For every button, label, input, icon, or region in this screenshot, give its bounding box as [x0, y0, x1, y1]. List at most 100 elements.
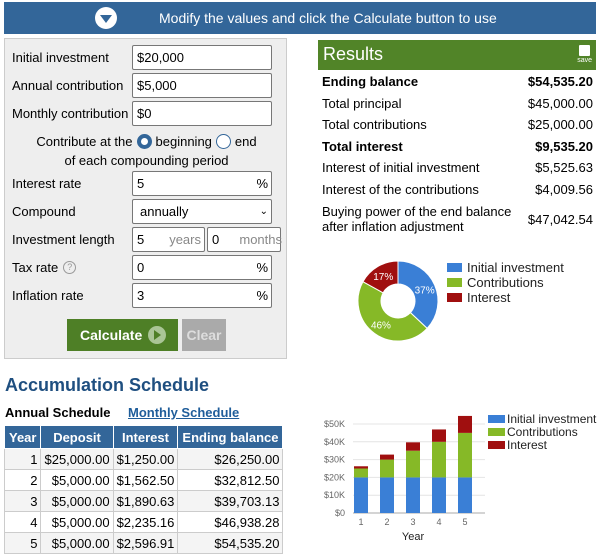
- chevron-down-icon[interactable]: [95, 7, 117, 29]
- legend-swatch: [447, 278, 462, 287]
- result-label: Total contributions: [322, 117, 427, 132]
- table-cell: 1: [3, 448, 42, 470]
- percent: %: [256, 288, 268, 303]
- percent: %: [256, 260, 268, 275]
- inflation-rate-input[interactable]: 3%: [132, 283, 272, 308]
- table-cell: $1,250.00: [112, 448, 179, 470]
- months-input[interactable]: 0 months: [207, 227, 282, 252]
- bar-segment: [406, 450, 420, 478]
- result-row: Buying power of the end balance after in…: [322, 204, 593, 234]
- annual-contribution-input[interactable]: $5,000: [132, 73, 272, 98]
- save-icon: [579, 45, 591, 56]
- bar-segment: [432, 429, 446, 442]
- bar-segment: [380, 477, 394, 513]
- input-form: Initial investment $20,000 Annual contri…: [4, 38, 287, 359]
- table-cell: $1,562.50: [112, 469, 179, 491]
- toggle-banner[interactable]: Modify the values and click the Calculat…: [4, 2, 596, 34]
- bar-segment: [406, 442, 420, 451]
- table-cell: $26,250.00: [177, 448, 284, 470]
- x-tick-label: 1: [358, 517, 363, 527]
- value: 0: [212, 232, 220, 247]
- value: 3: [137, 288, 145, 303]
- result-label: Ending balance: [322, 74, 419, 89]
- result-row: Total contributions $25,000.00: [322, 117, 593, 132]
- length-label: Investment length: [12, 231, 115, 247]
- bar-segment: [380, 459, 394, 478]
- table-cell: $2,235.16: [112, 511, 179, 533]
- schedule-title: Accumulation Schedule: [5, 375, 210, 395]
- schedule-table: Year Deposit Interest Ending balance 1 $25,00…: [3, 425, 284, 554]
- x-tick-label: 4: [436, 517, 441, 527]
- table-row: 5 $5,000.00 $2,596.91 $54,535.20: [3, 532, 284, 554]
- value: $20,000: [137, 50, 184, 65]
- legend-item: Contributions: [447, 275, 544, 290]
- monthly-contribution-input[interactable]: $0: [132, 101, 272, 126]
- result-label: Buying power of the end balance after in…: [322, 204, 512, 234]
- tab-monthly-schedule[interactable]: Monthly Schedule: [128, 405, 240, 420]
- result-value: $25,000.00: [527, 117, 593, 132]
- initial-investment-input[interactable]: $20,000: [132, 45, 272, 70]
- x-tick-label: 5: [462, 517, 467, 527]
- pie-label: 37%: [415, 285, 435, 296]
- save-label: save: [577, 57, 592, 64]
- column-header: Year: [3, 425, 42, 449]
- legend-item: Initial investment: [447, 260, 564, 275]
- tax-rate-input[interactable]: 0%: [132, 255, 272, 280]
- table-cell: $46,938.28: [177, 511, 284, 533]
- play-icon: [148, 326, 166, 344]
- bar-segment: [354, 477, 368, 513]
- calculate-button[interactable]: Calculate: [67, 319, 178, 351]
- table-row: 4 $5,000.00 $2,235.16 $46,938.28: [3, 511, 284, 533]
- help-icon[interactable]: ?: [63, 260, 77, 274]
- legend-label: Interest: [507, 438, 548, 452]
- legend-item: Interest: [447, 290, 510, 305]
- legend-swatch: [447, 293, 462, 302]
- table-cell: 2: [3, 469, 42, 491]
- x-axis-label: Year: [402, 531, 425, 543]
- monthly-label: Monthly contribution: [12, 105, 129, 121]
- y-tick-label: $30K: [324, 455, 345, 465]
- table-cell: 3: [3, 490, 42, 512]
- pie-chart: 37% 46% 17%: [357, 260, 439, 342]
- column-header: Ending balance: [177, 425, 284, 449]
- bar-segment: [354, 468, 368, 478]
- years-input[interactable]: 5 years: [132, 227, 205, 252]
- result-row: Interest of initial investment $5,525.63: [322, 160, 593, 175]
- compound-select[interactable]: annually ⌄: [132, 199, 272, 224]
- table-cell: $2,596.91: [112, 532, 179, 554]
- pie-slice: [357, 281, 428, 342]
- initial-label: Initial investment: [12, 49, 109, 65]
- bar-chart: $0 $10K $20K $30K $40K $50K 1 2 3 4 5 Year Initial i…: [324, 412, 597, 543]
- bar-segment: [406, 477, 420, 513]
- percent: %: [256, 176, 268, 191]
- radio-beginning[interactable]: [136, 134, 152, 149]
- result-value: $9,535.20: [535, 139, 593, 154]
- radio-end[interactable]: [215, 134, 231, 149]
- compound-label: Compound: [12, 203, 76, 219]
- table-row: 3 $5,000.00 $1,890.63 $39,703.13: [3, 490, 284, 512]
- result-row: Total interest $9,535.20: [322, 139, 593, 154]
- x-tick-label: 2: [384, 517, 389, 527]
- table-cell: $1,890.63: [112, 490, 179, 512]
- clear-button[interactable]: Clear: [182, 319, 226, 351]
- pie-label: 46%: [371, 320, 391, 331]
- interest-rate-input[interactable]: 5%: [132, 171, 272, 196]
- table-cell: $5,000.00: [40, 490, 114, 512]
- period-label: of each compounding period: [64, 153, 229, 168]
- table-cell: 4: [3, 511, 42, 533]
- bar-segment: [458, 415, 472, 433]
- result-row: Ending balance $54,535.20: [322, 74, 593, 89]
- legend-label: Interest: [467, 290, 511, 305]
- result-value: $4,009.56: [535, 182, 593, 197]
- table-cell: $54,535.20: [177, 532, 284, 554]
- x-tick-label: 3: [410, 517, 415, 527]
- y-tick-label: $50K: [324, 419, 345, 429]
- result-value: $5,525.63: [535, 160, 593, 175]
- table-cell: $5,000.00: [40, 469, 114, 491]
- column-header: Interest: [112, 425, 179, 449]
- result-label: Total principal: [322, 96, 402, 111]
- bar-segment: [432, 477, 446, 513]
- tab-annual-schedule[interactable]: Annual Schedule: [5, 405, 111, 420]
- save-button[interactable]: save: [577, 45, 592, 64]
- result-value: $47,042.54: [527, 211, 593, 227]
